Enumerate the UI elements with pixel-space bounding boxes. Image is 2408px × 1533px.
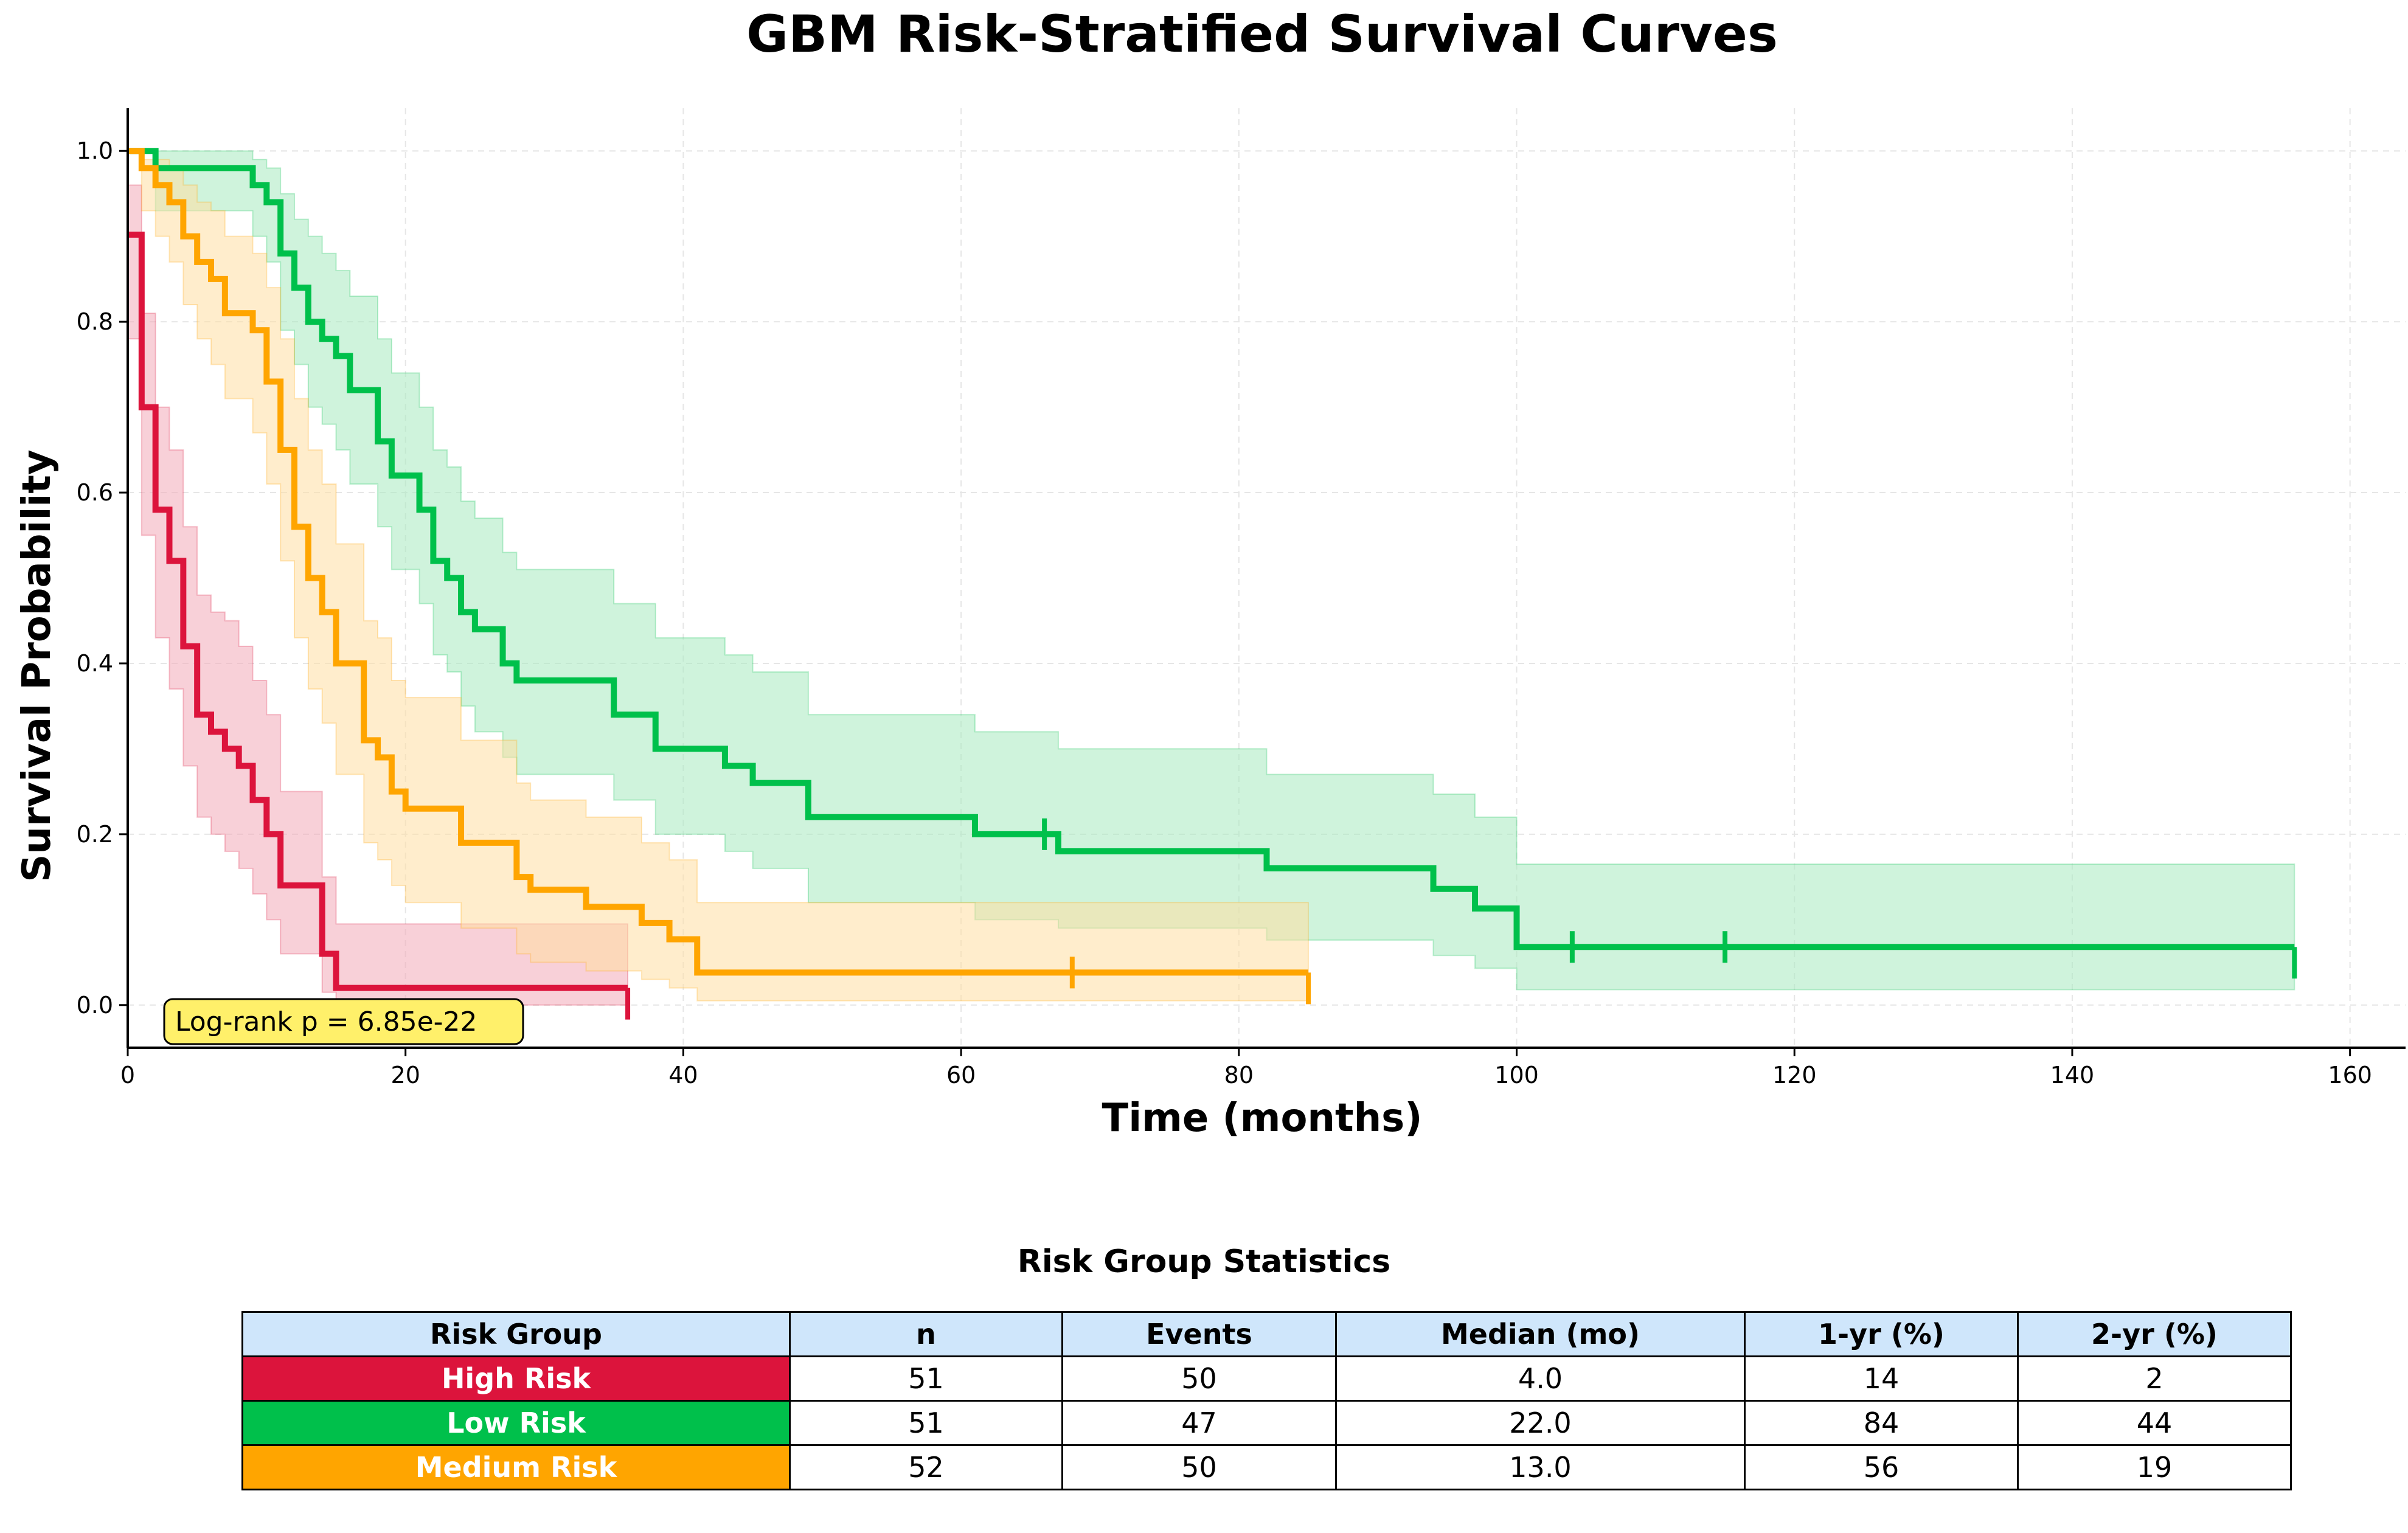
table-row: High Risk 51 50 4.0 14 2	[241, 1355, 2292, 1402]
x-tick-label: 160	[2328, 1062, 2372, 1088]
axes: 0 20 40 60 80 100 120 140 160 0.0 0.2 0.4 0.6 0.8 1.0	[77, 108, 2406, 1088]
table-row: Medium Risk 52 50 13.0 56 19	[241, 1444, 2292, 1490]
yr1-cell: 84	[1744, 1400, 2019, 1446]
x-tick-label: 80	[1224, 1062, 1254, 1088]
annotation-box	[163, 998, 524, 1045]
events-cell: 50	[1061, 1355, 1337, 1402]
y-tick-label: 0.0	[77, 992, 113, 1019]
y-tick-label: 1.0	[77, 137, 113, 164]
survival-line	[128, 148, 2295, 950]
survival-line	[128, 231, 628, 991]
header-events: Events	[1061, 1311, 1337, 1357]
median-cell: 22.0	[1335, 1400, 1746, 1446]
y-tick-label: 0.6	[77, 479, 113, 506]
table-row: Low Risk 51 47 22.0 84 44	[241, 1400, 2292, 1446]
x-tick-label: 0	[120, 1062, 135, 1088]
x-tick-label: 20	[391, 1062, 420, 1088]
n-cell: 51	[789, 1400, 1063, 1446]
stats-table-title: Risk Group Statistics	[1017, 1244, 1391, 1280]
group-cell-medium: Medium Risk	[241, 1444, 791, 1490]
x-tick-label: 60	[946, 1062, 976, 1088]
yr1-cell: 56	[1744, 1444, 2019, 1490]
chart-title: GBM Risk-Stratified Survival Curves	[746, 4, 1778, 64]
header-risk-group: Risk Group	[241, 1311, 791, 1357]
yr2-cell: 2	[2017, 1355, 2292, 1402]
n-cell: 52	[789, 1444, 1063, 1490]
n-cell: 51	[789, 1355, 1063, 1402]
x-tick-label: 40	[668, 1062, 698, 1088]
y-tick-label: 0.8	[77, 308, 113, 335]
events-cell: 50	[1061, 1444, 1337, 1490]
y-tick-label: 0.2	[77, 821, 113, 848]
events-cell: 47	[1061, 1400, 1337, 1446]
header-n: n	[789, 1311, 1063, 1357]
group-cell-high: High Risk	[241, 1355, 791, 1402]
y-axis-label: Survival Probability	[15, 449, 60, 882]
logrank-annotation: Log-rank p = 6.85e-22	[163, 998, 524, 1045]
yr1-cell: 14	[1744, 1355, 2019, 1402]
survival-line	[128, 148, 1309, 976]
survival-lines	[128, 148, 2297, 1020]
y-tick-label: 0.4	[77, 650, 113, 677]
x-tick-label: 100	[1494, 1062, 1539, 1088]
header-2yr: 2-yr (%)	[2017, 1311, 2292, 1357]
header-1yr: 1-yr (%)	[1744, 1311, 2019, 1357]
stats-header-row: Risk Group n Events Median (mo) 1-yr (%)…	[241, 1311, 2292, 1357]
stats-table: Risk Group n Events Median (mo) 1-yr (%)…	[241, 1311, 2292, 1490]
median-cell: 13.0	[1335, 1444, 1746, 1490]
group-cell-low: Low Risk	[241, 1400, 791, 1446]
yr2-cell: 19	[2017, 1444, 2292, 1490]
confidence-band	[128, 150, 2295, 991]
header-median: Median (mo)	[1335, 1311, 1746, 1357]
x-tick-label: 120	[1772, 1062, 1817, 1088]
x-tick-label: 140	[2050, 1062, 2095, 1088]
yr2-cell: 44	[2017, 1400, 2292, 1446]
median-cell: 4.0	[1335, 1355, 1746, 1402]
annotation-text: Log-rank p = 6.85e-22	[175, 1006, 477, 1037]
x-axis-label: Time (months)	[1102, 1096, 1423, 1141]
